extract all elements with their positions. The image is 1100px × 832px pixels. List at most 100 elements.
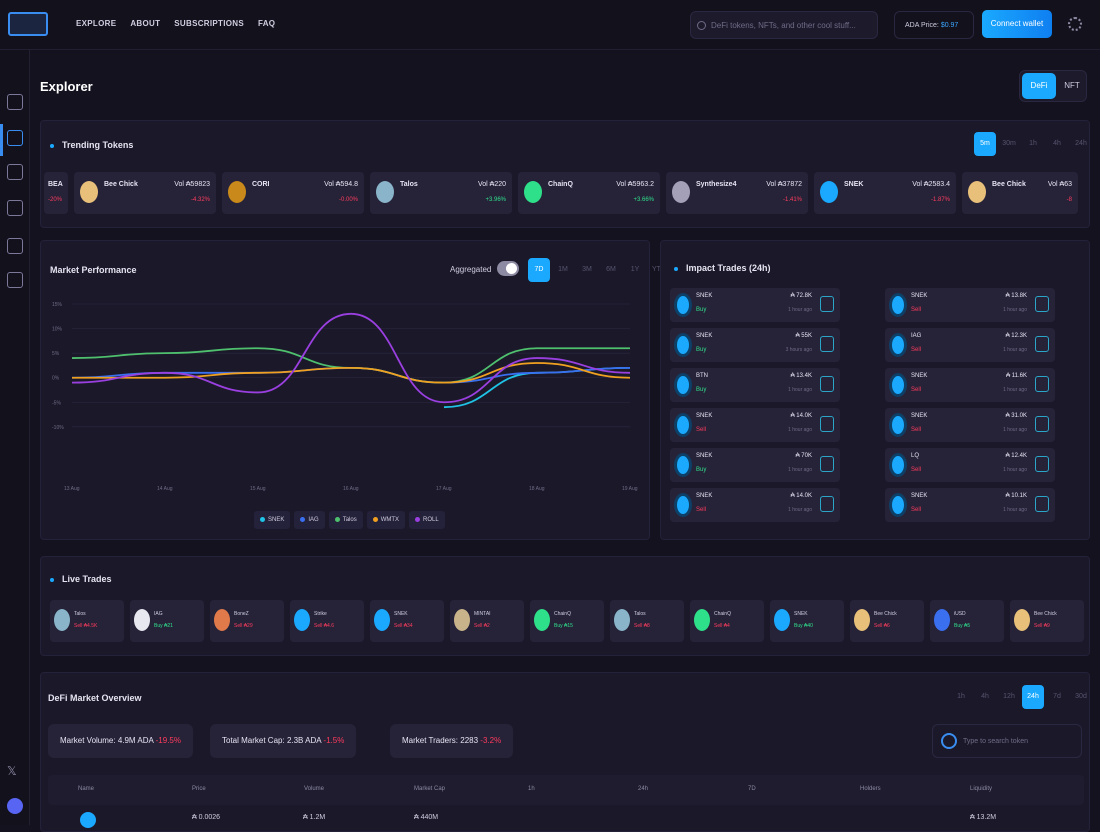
series-line-snek[interactable]: [443, 366, 631, 409]
column-header[interactable]: 1h: [528, 786, 535, 792]
series-line-iag[interactable]: [71, 366, 631, 384]
trending-tf-1h[interactable]: 1h: [1029, 140, 1037, 147]
live-trade-card[interactable]: ChainQ Sell ₳4: [690, 600, 764, 642]
overview-tf-7d[interactable]: 7d: [1053, 693, 1061, 700]
home-icon[interactable]: [7, 94, 23, 110]
column-header[interactable]: Volume: [304, 786, 325, 792]
live-trade-card[interactable]: Talos Sell ₳8: [610, 600, 684, 642]
perf-tf-1Y[interactable]: 1Y: [630, 266, 640, 273]
column-header[interactable]: Holders: [860, 786, 881, 792]
perf-tf-1M[interactable]: 1M: [558, 266, 568, 273]
overview-tf-12h[interactable]: 12h: [1003, 693, 1015, 700]
legend-item-snek[interactable]: SNEK: [254, 511, 291, 529]
explorer-link-icon[interactable]: [820, 336, 834, 352]
legend-item-roll[interactable]: ROLL: [409, 511, 445, 529]
impact-trade-row[interactable]: BTN Buy ₳ 13.4K 1 hour ago: [670, 368, 840, 402]
column-header[interactable]: Market Cap: [414, 786, 446, 792]
explorer-link-icon[interactable]: [820, 296, 834, 312]
explorer-link-icon[interactable]: [820, 496, 834, 512]
trending-tf-4h[interactable]: 4h: [1053, 140, 1061, 147]
explorer-link-icon[interactable]: [820, 416, 834, 432]
aggregated-switch[interactable]: [497, 261, 519, 276]
live-trade-card[interactable]: IAG Buy ₳21: [130, 600, 204, 642]
trending-token-card[interactable]: SNEK Vol ₳2583.4 -1.87%: [814, 172, 956, 214]
explorer-link-icon[interactable]: [1035, 456, 1049, 472]
impact-trade-row[interactable]: IAG Sell ₳ 12.3K 1 hour ago: [885, 328, 1055, 362]
explorer-link-icon[interactable]: [1035, 416, 1049, 432]
impact-trade-row[interactable]: SNEK Sell ₳ 11.6K 1 hour ago: [885, 368, 1055, 402]
perf-tf-6M[interactable]: 6M: [606, 266, 616, 273]
live-trade-card[interactable]: Bee Chick Sell ₳6: [850, 600, 924, 642]
explorer-link-icon[interactable]: [1035, 496, 1049, 512]
series-line-roll[interactable]: [71, 312, 631, 404]
live-trade-card[interactable]: BoneZ Sell ₳29: [210, 600, 284, 642]
connect-wallet-button[interactable]: Connect wallet: [982, 10, 1052, 38]
impact-trade-row[interactable]: SNEK Sell ₳ 14.0K 1 hour ago: [670, 488, 840, 522]
column-header[interactable]: 7D: [748, 786, 756, 792]
impact-trade-row[interactable]: SNEK Buy ₳ 55K 3 hours ago: [670, 328, 840, 362]
overview-tf-4h[interactable]: 4h: [981, 693, 989, 700]
wallet-icon[interactable]: [7, 200, 23, 216]
column-header[interactable]: 24h: [638, 786, 649, 792]
series-line-wmtx[interactable]: [72, 362, 631, 384]
nav-subscriptions[interactable]: SUBSCRIPTIONS: [174, 19, 244, 28]
theme-toggle-icon[interactable]: [1068, 17, 1082, 31]
explorer-link-icon[interactable]: [820, 456, 834, 472]
trending-token-card[interactable]: Talos Vol ₳220 +3.96%: [370, 172, 512, 214]
live-trade-card[interactable]: SNEK Sell ₳34: [370, 600, 444, 642]
token-search-input[interactable]: Type to search token: [932, 724, 1082, 758]
impact-trade-row[interactable]: SNEK Sell ₳ 14.0K 1 hour ago: [670, 408, 840, 442]
impact-trade-row[interactable]: SNEK Sell ₳ 10.1K 1 hour ago: [885, 488, 1055, 522]
tab-nft[interactable]: NFT: [1064, 81, 1080, 90]
trending-token-card[interactable]: Synthesize4 Vol ₳37872 -1.41%: [666, 172, 808, 214]
perf-tf-YTD[interactable]: YTD: [652, 266, 666, 273]
legend-item-talos[interactable]: Talos: [328, 511, 363, 529]
explorer-link-icon[interactable]: [1035, 296, 1049, 312]
trending-tf-30m[interactable]: 30m: [1002, 140, 1016, 147]
nav-explore[interactable]: EXPLORE: [76, 19, 117, 28]
live-trade-card[interactable]: iUSD Buy ₳5: [930, 600, 1004, 642]
trending-tf-5m[interactable]: 5m: [974, 132, 996, 156]
app-logo[interactable]: [8, 12, 48, 36]
x-social-icon[interactable]: 𝕏: [7, 764, 17, 778]
trending-token-card[interactable]: Bee Chick Vol ₳63 -8: [962, 172, 1078, 214]
discord-icon[interactable]: [7, 798, 23, 814]
column-header[interactable]: Name: [78, 786, 95, 792]
trending-tf-24h[interactable]: 24h: [1075, 140, 1087, 147]
impact-trade-row[interactable]: SNEK Buy ₳ 70K 1 hour ago: [670, 448, 840, 482]
live-trade-card[interactable]: Bee Chick Sell ₳9: [1010, 600, 1084, 642]
trending-token-card[interactable]: BEA -20%: [44, 172, 68, 214]
live-trade-card[interactable]: Strike Sell ₳4.6: [290, 600, 364, 642]
nav-about[interactable]: ABOUT: [130, 19, 161, 28]
live-trade-card[interactable]: Talos Sell ₳4.5K: [50, 600, 124, 642]
nav-faq[interactable]: FAQ: [257, 19, 276, 28]
trending-token-card[interactable]: ChainQ Vol ₳5963.2 +3.66%: [518, 172, 660, 214]
live-trade-card[interactable]: MINTAI Sell ₳2: [450, 600, 524, 642]
settings-icon[interactable]: [7, 272, 23, 288]
explorer-link-icon[interactable]: [1035, 336, 1049, 352]
tab-defi[interactable]: DeFi: [1022, 73, 1056, 99]
trending-token-card[interactable]: CORI Vol ₳594.8 -0.00%: [222, 172, 364, 214]
overview-tf-30d[interactable]: 30d: [1075, 693, 1087, 700]
perf-tf-7D[interactable]: 7D: [528, 258, 550, 282]
overview-tf-1h[interactable]: 1h: [957, 693, 965, 700]
perf-tf-3M[interactable]: 3M: [582, 266, 592, 273]
portfolio-icon[interactable]: [7, 238, 23, 254]
trending-token-card[interactable]: Bee Chick Vol ₳59823 -4.32%: [74, 172, 216, 214]
impact-trade-row[interactable]: SNEK Buy ₳ 72.8K 1 hour ago: [670, 288, 840, 322]
legend-item-iag[interactable]: IAG: [294, 511, 325, 529]
explorer-link-icon[interactable]: [1035, 376, 1049, 392]
live-trade-card[interactable]: SNEK Buy ₳40: [770, 600, 844, 642]
explorer-link-icon[interactable]: [820, 376, 834, 392]
impact-trade-row[interactable]: SNEK Sell ₳ 31.0K 1 hour ago: [885, 408, 1055, 442]
live-trade-card[interactable]: ChainQ Buy ₳15: [530, 600, 604, 642]
impact-trade-row[interactable]: LQ Sell ₳ 12.4K 1 hour ago: [885, 448, 1055, 482]
overview-tf-24h[interactable]: 24h: [1022, 685, 1044, 709]
global-search-input[interactable]: DeFi tokens, NFTs, and other cool stuff.…: [690, 11, 878, 39]
column-header[interactable]: Liquidity: [970, 786, 993, 792]
impact-trade-row[interactable]: SNEK Sell ₳ 13.8K 1 hour ago: [885, 288, 1055, 322]
column-header[interactable]: Price: [192, 786, 206, 792]
explorer-icon[interactable]: [7, 130, 23, 146]
swap-icon[interactable]: [7, 164, 23, 180]
legend-item-wmtx[interactable]: WMTX: [366, 511, 406, 529]
